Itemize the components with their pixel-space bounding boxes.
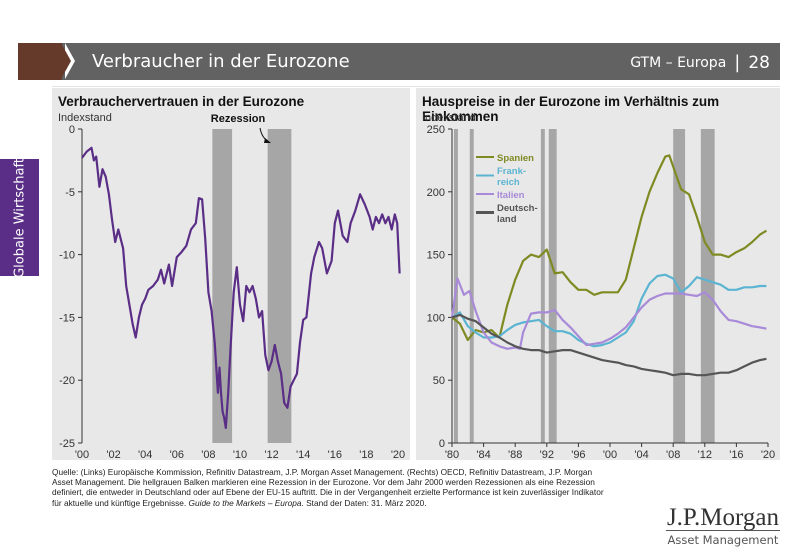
header-marker	[18, 43, 62, 80]
y-axis-label: Indexstand	[58, 112, 112, 124]
y-tick-label: -25	[59, 438, 75, 450]
recession-bar	[548, 129, 557, 443]
recession-bar	[267, 129, 292, 443]
y-tick-label: 50	[433, 375, 445, 387]
x-tick-label: '14	[296, 449, 310, 460]
x-tick-label: '84	[476, 449, 490, 460]
chart-title: Verbrauchervertrauen in der Eurozone	[58, 94, 305, 109]
legend-label-frankreich: reich	[497, 177, 520, 188]
y-tick-label: 0	[69, 124, 75, 136]
chart-consumer-confidence: 0 -5 -10 -15 -20 -25'00 '02 '04 '06 '08 '10 '12 '14 '…	[59, 113, 405, 460]
page-number: 28	[748, 52, 770, 73]
footnote-date: . Stand der Daten: 31. März 2020.	[301, 497, 427, 508]
recession-bar	[469, 129, 474, 443]
section-label: GTM – Europa	[630, 54, 727, 71]
y-tick-label: -20	[59, 375, 75, 387]
series-line-verbrauchervertrauen	[81, 146, 401, 429]
y-tick-label: 200	[427, 187, 445, 199]
legend-label-frankreich: Frank-	[497, 166, 526, 177]
footnote-publication: Guide to the Markets – Europa	[188, 497, 302, 508]
x-tick-label: '96	[571, 449, 585, 460]
page-title: Verbraucher in der Eurozone	[92, 51, 350, 72]
x-tick-label: '20	[761, 449, 775, 460]
x-tick-label: '20	[391, 449, 405, 460]
chart-panel-house-prices: Hauspreise in der Eurozone im Verhältnis…	[416, 88, 780, 460]
series-line-deutschland	[451, 313, 767, 377]
x-tick-label: '08	[666, 449, 680, 460]
series-line-spanien	[451, 154, 767, 342]
x-tick-label: '16	[729, 449, 743, 460]
x-tick-label: '00	[603, 449, 617, 460]
logo-wordmark: J.P.Morgan	[665, 504, 780, 531]
x-tick-label: '16	[328, 449, 342, 460]
recession-bar	[673, 129, 686, 443]
side-tab[interactable]: Globale Wirtschaft	[0, 157, 39, 278]
legend-label-spanien: Spanien	[497, 153, 534, 164]
x-tick-label: '04	[138, 449, 152, 460]
legend-label-italien: Italien	[497, 190, 525, 201]
x-tick-label: '06	[170, 449, 184, 460]
y-tick-label: -15	[59, 312, 75, 324]
x-tick-label: '10	[233, 449, 247, 460]
header-section: GTM – Europa | 28	[630, 52, 770, 73]
header-chevron	[61, 43, 71, 79]
legend-label-deutschland: Deutsch-	[497, 203, 538, 214]
legend-label-deutschland: land	[497, 214, 517, 225]
recession-bar	[212, 129, 233, 443]
logo-subtitle: Asset Management	[667, 533, 779, 547]
x-tick-label: '08	[201, 449, 215, 460]
header-bar	[62, 43, 780, 80]
recession-bar	[540, 129, 545, 443]
footnote-text: Quelle: (Links) Europäische Kommission, …	[52, 467, 604, 508]
header-separator: |	[734, 52, 741, 73]
x-tick-label: '04	[634, 449, 648, 460]
y-tick-label: 100	[427, 312, 445, 324]
y-axis-label: Indexstand	[422, 112, 476, 124]
header-divider	[52, 86, 780, 87]
recession-annotation: Rezession	[211, 113, 266, 125]
chart-title: Hauspreise in der Eurozone im Verhältnis…	[422, 94, 720, 124]
y-tick-label: -10	[59, 250, 75, 262]
annotation-arrow	[259, 127, 269, 142]
jpmorgan-logo: J.P.Morgan Asset Management	[665, 504, 780, 547]
series-line-italien	[450, 277, 767, 350]
chart-house-prices: 0 50 100 150 200 250 '80 '84 '88 '92 '96 '00 '04 '08 '…	[427, 124, 776, 460]
x-tick-label: '88	[508, 449, 522, 460]
x-tick-label: '02	[106, 449, 120, 460]
x-tick-label: '92	[540, 449, 554, 460]
y-tick-label: 0	[439, 438, 445, 450]
x-tick-label: '18	[359, 449, 373, 460]
x-tick-label: '12	[264, 449, 278, 460]
y-tick-label: 150	[427, 250, 445, 262]
x-tick-label: '80	[445, 449, 459, 460]
y-tick-label: -5	[65, 187, 75, 199]
side-tab-label: Globale Wirtschaft	[12, 157, 27, 278]
recession-bar	[700, 129, 715, 443]
annotation-arrowhead	[264, 138, 271, 143]
x-tick-label: '00	[75, 449, 89, 460]
series-line-frankreich	[451, 273, 767, 348]
source-footnote: Quelle: (Links) Europäische Kommission, …	[52, 467, 612, 508]
x-tick-label: '12	[698, 449, 712, 460]
chart-panel-consumer-confidence: Verbrauchervertrauen in der Eurozone Ind…	[52, 88, 410, 460]
y-tick-label: 250	[427, 124, 445, 136]
